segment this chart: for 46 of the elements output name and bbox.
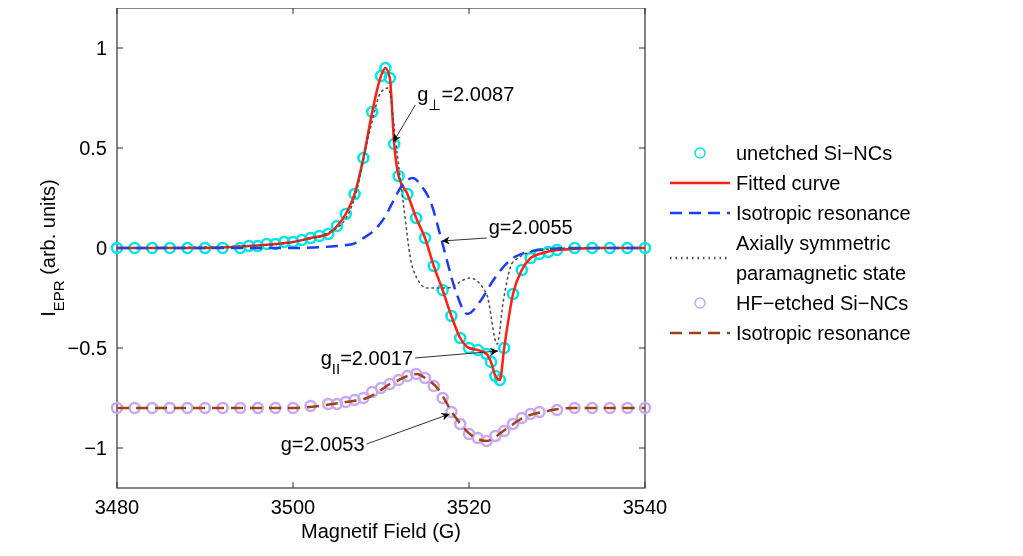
- y-tick-label: 0: [95, 237, 107, 259]
- y-tick-label: −1: [84, 437, 107, 459]
- point: [471, 431, 485, 445]
- x-tick-label: 3540: [622, 496, 668, 518]
- x-axis-title: Magnetif Field (G): [300, 520, 462, 542]
- point: [497, 424, 511, 438]
- legend-label: Axially symmetric paramagnetic state: [736, 232, 907, 284]
- point: [128, 401, 141, 415]
- y-tick-label: 1: [95, 37, 107, 59]
- point: [374, 381, 388, 395]
- point: [216, 401, 229, 415]
- point: [453, 417, 467, 431]
- point: [621, 401, 634, 415]
- legend-label: HF−etched Si−NCs: [736, 292, 909, 314]
- legend-label: Isotropic resonance: [736, 322, 911, 344]
- point: [392, 373, 405, 387]
- point: [638, 401, 652, 415]
- point: [401, 369, 414, 383]
- point: [515, 411, 529, 425]
- point: [418, 371, 432, 385]
- point: [181, 401, 194, 415]
- legend-label: Fitted curve: [736, 172, 841, 194]
- annotation: g=2.0055: [488, 216, 573, 238]
- point: [198, 401, 212, 415]
- x-tick-label: 3480: [94, 496, 140, 518]
- legend-label: unetched Si−NCs: [736, 142, 893, 164]
- point: [489, 429, 502, 443]
- x-tick-label: 3500: [270, 496, 316, 518]
- point: [321, 397, 335, 411]
- point: [462, 427, 476, 441]
- point: [110, 401, 124, 415]
- x-tick-label: 3520: [446, 496, 492, 518]
- point: [251, 401, 265, 415]
- legend-label: Isotropic resonance: [736, 202, 911, 224]
- annotation: g=2.0053: [280, 433, 365, 455]
- point: [568, 401, 581, 415]
- y-tick-label: 0.5: [79, 137, 107, 159]
- point: [233, 401, 247, 415]
- point: [638, 241, 652, 255]
- annotation: g$_{⊥}$=2.0087: [417, 83, 515, 113]
- point: [330, 397, 344, 411]
- point: [110, 241, 124, 255]
- annotation: g$_{II}$=2.0017: [320, 347, 414, 377]
- y-tick-label: −0.5: [67, 337, 107, 359]
- point: [585, 401, 599, 415]
- point: [550, 403, 564, 417]
